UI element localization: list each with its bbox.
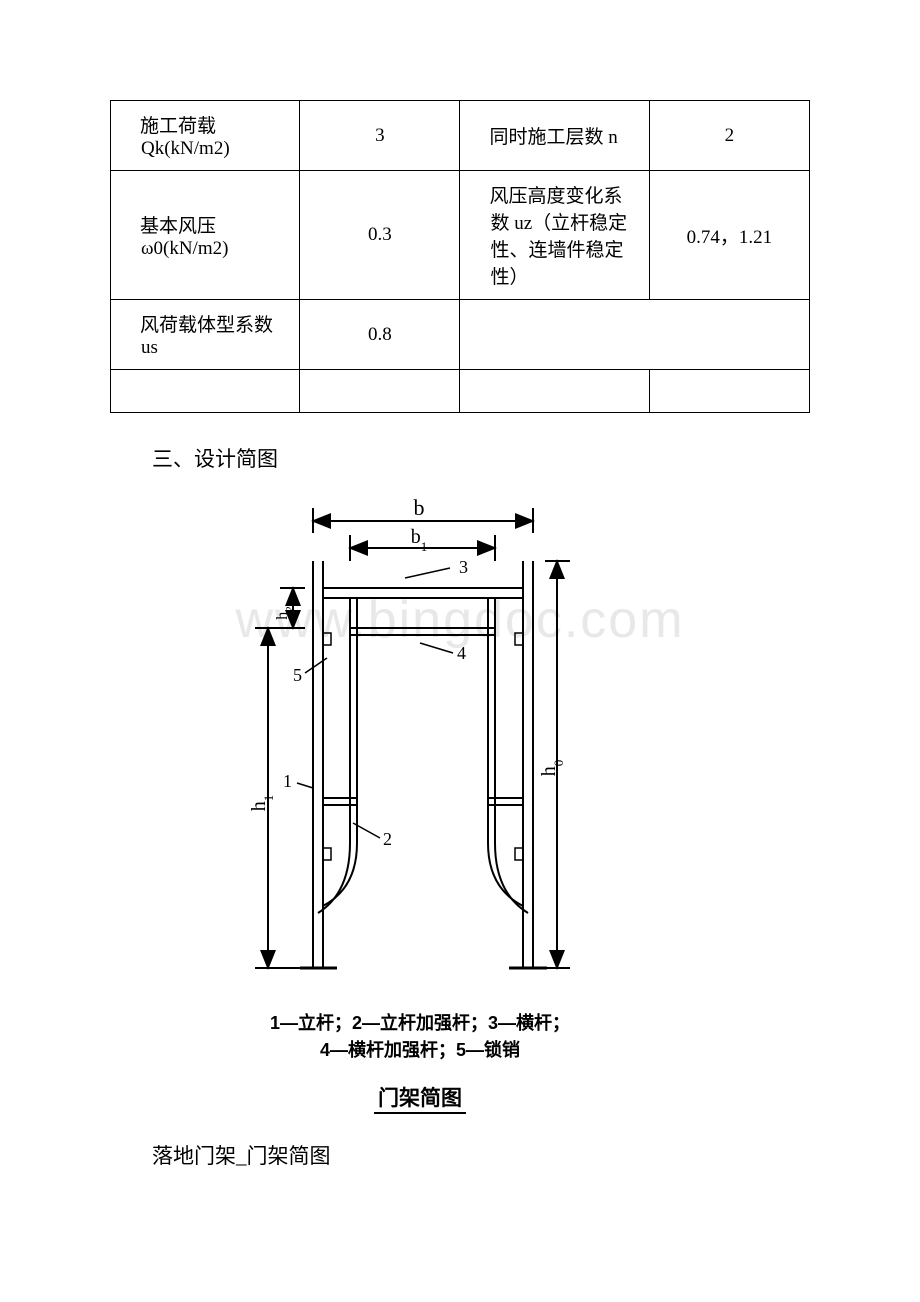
cell-value: 0.74，1.21	[649, 171, 809, 300]
legend-line: 4—横杆加强杆；5—锁销	[205, 1037, 635, 1064]
table-row	[111, 370, 810, 413]
svg-text:b1: b1	[411, 526, 428, 554]
svg-text:4: 4	[457, 643, 466, 663]
svg-text:b: b	[414, 495, 425, 520]
caption: 落地门架_门架简图	[152, 1140, 810, 1170]
cell-label: 施工荷载Qk(kN/m2)	[111, 101, 300, 171]
diagram-svg: b b1 h0 h2 h1	[205, 493, 635, 993]
cell-empty	[649, 370, 809, 413]
gate-frame-diagram: b b1 h0 h2 h1	[205, 493, 635, 1112]
diagram-title: 门架简图	[205, 1082, 635, 1112]
cell-value: 0.8	[300, 300, 460, 370]
cell-empty	[460, 300, 810, 370]
svg-text:1: 1	[283, 771, 292, 791]
table-row: 风荷载体型系数 us 0.8	[111, 300, 810, 370]
svg-text:h1: h1	[248, 795, 276, 812]
cell-value: 0.3	[300, 171, 460, 300]
cell-label: 风压高度变化系数 uz（立杆稳定性、连墙件稳定性）	[460, 171, 649, 300]
cell-empty	[111, 370, 300, 413]
svg-text:h0: h0	[538, 760, 566, 777]
cell-label: 风荷载体型系数 us	[111, 300, 300, 370]
diagram-legend: 1—立杆；2—立杆加强杆；3—横杆； 4—横杆加强杆；5—锁销	[205, 1010, 635, 1064]
legend-line: 1—立杆；2—立杆加强杆；3—横杆；	[205, 1010, 635, 1037]
cell-empty	[460, 370, 649, 413]
cell-empty	[300, 370, 460, 413]
cell-value: 2	[649, 101, 809, 171]
svg-text:2: 2	[383, 829, 392, 849]
svg-text:3: 3	[459, 557, 468, 577]
section-heading: 三、设计简图	[152, 443, 810, 473]
cell-value: 3	[300, 101, 460, 171]
table-row: 基本风压ω0(kN/m2) 0.3 风压高度变化系数 uz（立杆稳定性、连墙件稳…	[111, 171, 810, 300]
parameter-table: 施工荷载Qk(kN/m2) 3 同时施工层数 n 2 基本风压ω0(kN/m2)…	[110, 100, 810, 413]
svg-text:5: 5	[293, 665, 302, 685]
cell-label: 基本风压ω0(kN/m2)	[111, 171, 300, 300]
table-row: 施工荷载Qk(kN/m2) 3 同时施工层数 n 2	[111, 101, 810, 171]
cell-label: 同时施工层数 n	[460, 101, 649, 171]
